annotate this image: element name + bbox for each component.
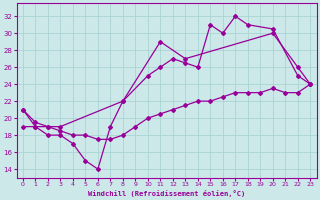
X-axis label: Windchill (Refroidissement éolien,°C): Windchill (Refroidissement éolien,°C) (88, 190, 245, 197)
